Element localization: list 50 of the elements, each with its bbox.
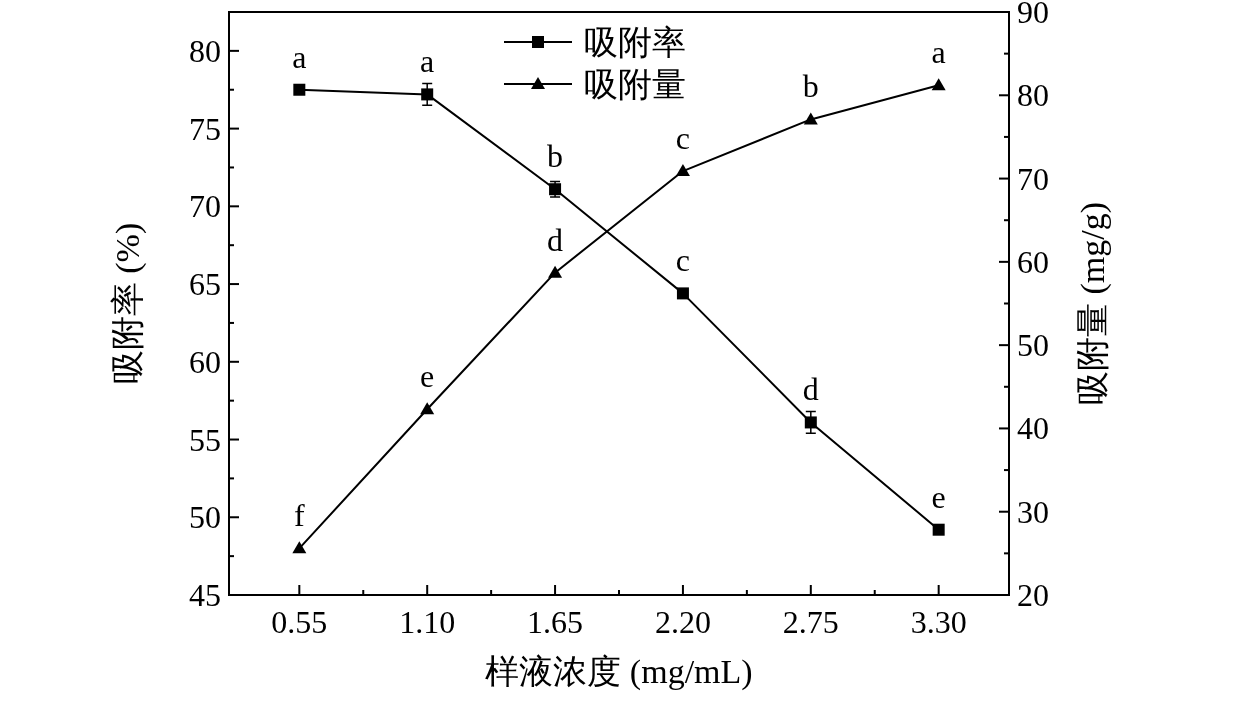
y-axis-title: 吸附率 (%) [109,222,147,385]
y2-tick-label: 40 [1017,410,1049,447]
point [931,78,946,91]
point [420,402,435,415]
legend-label: 吸附量 [584,66,686,103]
data-label: d [547,221,564,258]
point [675,164,690,177]
y2-axis-title: 吸附量 (mg/g) [1074,201,1112,406]
y2-tick-label: 70 [1017,160,1049,197]
x-tick-label: 1.65 [527,604,584,640]
point [548,265,563,278]
data-label: f [294,497,305,534]
point [421,88,434,101]
point [292,541,307,554]
point [932,523,945,536]
x-tick-label: 2.20 [654,604,711,640]
x-tick-label: 1.10 [399,604,456,640]
x-tick-label: 0.55 [271,604,328,640]
point [803,112,818,125]
y2-tick-label: 60 [1017,243,1049,280]
x-tick-label: 2.75 [782,604,839,640]
y-tick-label: 70 [189,188,221,225]
y-tick-label: 75 [189,110,221,147]
y2-tick-label: 30 [1017,493,1049,530]
y2-tick-label: 90 [1017,0,1049,30]
data-label: c [675,120,691,157]
y2-tick-label: 50 [1017,327,1049,364]
y-tick-label: 65 [189,266,221,303]
data-label: a [292,38,307,75]
data-label: b [547,138,564,175]
point [676,287,689,300]
y-tick-label: 60 [189,343,221,380]
y2-tick-label: 80 [1017,77,1049,114]
data-label: e [931,478,946,515]
data-label: c [675,242,691,279]
y2-tick-label: 20 [1017,577,1049,613]
y-tick-label: 55 [189,421,221,458]
data-label: d [802,370,819,407]
x-tick-label: 3.30 [910,604,967,640]
y-tick-label: 50 [189,499,221,536]
data-label: e [420,358,435,395]
point [293,83,306,96]
y-tick-label: 45 [189,577,221,613]
x-axis-title: 样液浓度 (mg/mL) [485,653,753,691]
legend-label: 吸附率 [584,24,686,61]
data-label: b [802,68,819,105]
data-label: a [931,34,946,71]
data-label: a [420,42,435,79]
point [804,416,817,429]
y-tick-label: 80 [189,32,221,69]
